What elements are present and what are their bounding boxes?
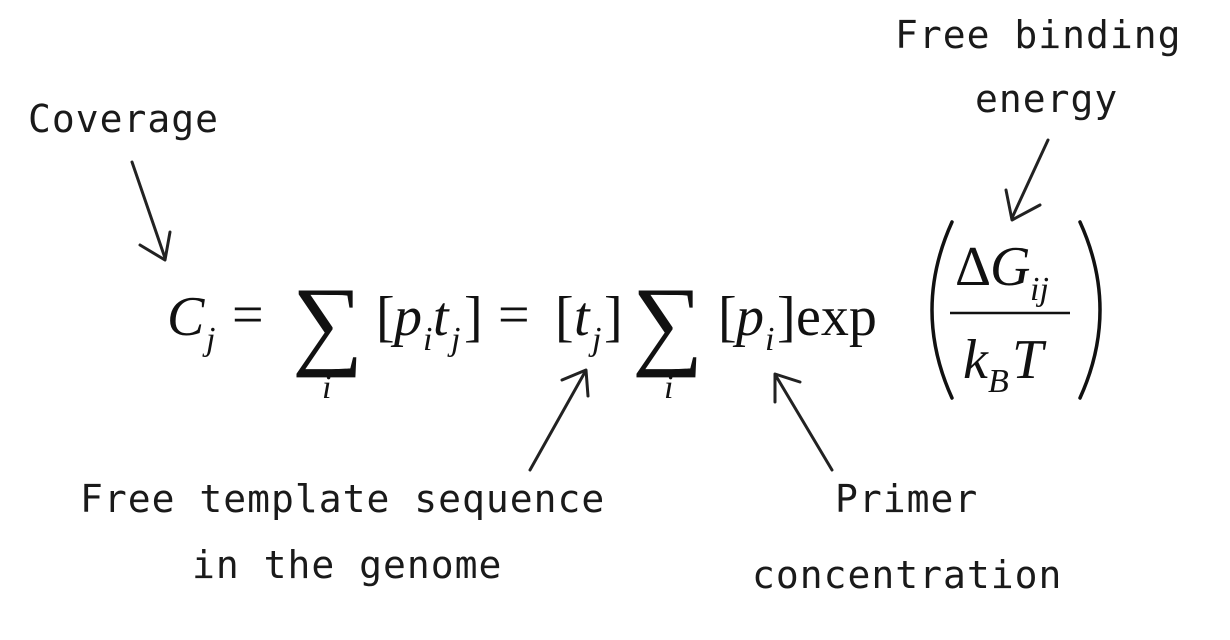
paren-left [930, 220, 954, 400]
free-energy-subscript: ij [1030, 271, 1049, 308]
primer-subscript-2: i [765, 321, 774, 358]
bracket-close-3: ] [777, 286, 796, 348]
boltzmann-subscript: B [988, 363, 1009, 400]
equals-sign-1: = [232, 284, 264, 346]
coverage-symbol: C [167, 286, 205, 348]
bracket-open-2: [ [555, 286, 574, 348]
summation-index-2: i [664, 369, 673, 406]
template-arrow [528, 368, 590, 472]
delta-symbol: Δ [955, 236, 991, 298]
template-subscript-2: j [588, 321, 601, 358]
coverage-arrow [130, 160, 172, 262]
coverage-label: Coverage [28, 97, 219, 141]
bracket-open-3: [ [718, 286, 737, 348]
summation-symbol-2: ∑ [632, 267, 703, 378]
primer-label-line2: concentration [752, 553, 1062, 597]
paren-right [1078, 220, 1102, 400]
bracket-open-1: [ [376, 286, 395, 348]
coverage-equation: C j = ∑ i [ p i t j ] = [ t j ] ∑ i [ p … [167, 220, 1102, 406]
boltzmann-constant-symbol: k [963, 329, 989, 391]
temperature-symbol: T [1012, 329, 1047, 391]
primer-label-line1: Primer [835, 477, 978, 521]
binding-energy-arrow [1004, 138, 1050, 222]
bracket-close-2: ] [604, 286, 623, 348]
free-template-label-line1: Free template sequence [80, 477, 605, 521]
primer-symbol-1: p [390, 286, 422, 348]
free-energy-symbol: G [990, 236, 1030, 298]
coverage-subscript: j [202, 321, 215, 358]
template-symbol-1: t [433, 286, 450, 348]
free-template-label-line2: in the genome [192, 543, 502, 587]
summation-index-1: i [322, 369, 331, 406]
exp-function: exp [796, 286, 877, 348]
summation-symbol-1: ∑ [292, 267, 363, 378]
free-binding-energy-label-line1: Free binding [895, 13, 1182, 57]
primer-arrow [773, 372, 834, 472]
equals-sign-2: = [498, 284, 530, 346]
bracket-close-1: ] [464, 286, 483, 348]
primer-symbol-2: p [732, 286, 764, 348]
template-subscript-1: j [447, 321, 460, 358]
template-symbol-2: t [574, 286, 591, 348]
free-binding-energy-label-line2: energy [975, 77, 1118, 121]
primer-subscript-1: i [423, 321, 432, 358]
